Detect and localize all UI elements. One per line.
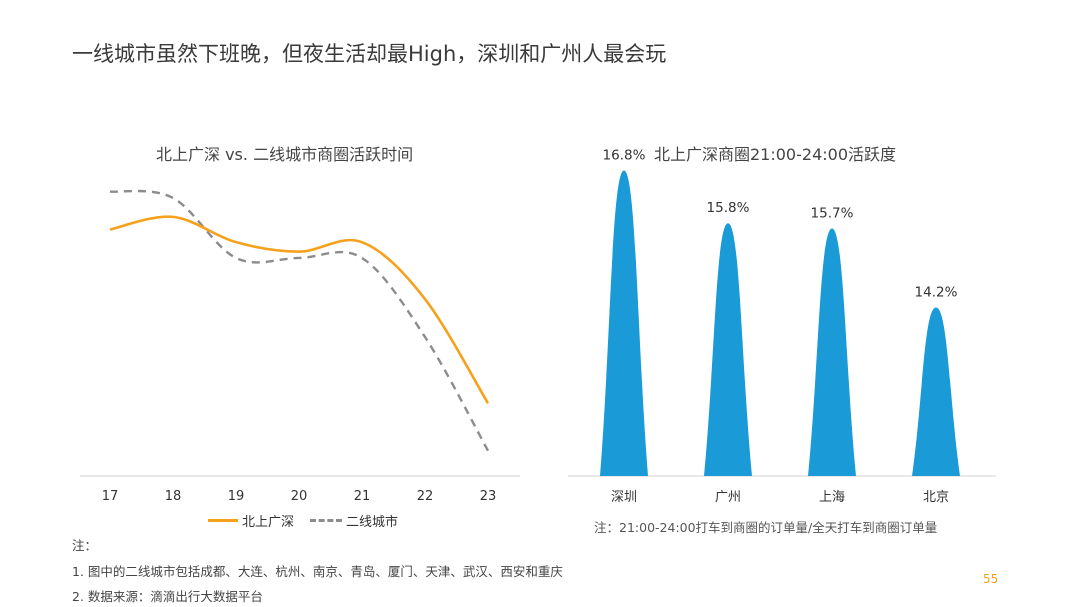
- x-tick-label: 23: [480, 489, 497, 504]
- x-tick-label: 21: [354, 489, 371, 504]
- peak-bar: [912, 307, 960, 476]
- series-line-tier1: [109, 215, 490, 404]
- note-item: 2. 数据来源：滴滴出行大数据平台: [72, 589, 263, 604]
- page-title: 一线城市虽然下班晚，但夜生活却最High，深圳和广州人最会玩: [72, 42, 667, 66]
- peak-value-label: 16.8%: [603, 148, 646, 164]
- x-tick-label: 22: [417, 489, 434, 504]
- peak-chart: 16.8% 深圳 15.8% 广州 15.7% 上海 14.2% 北京: [568, 148, 996, 505]
- x-tick-label: 20: [291, 489, 308, 504]
- line-chart-title: 北上广深 vs. 二线城市商圈活跃时间: [156, 145, 414, 164]
- category-label: 深圳: [611, 490, 637, 505]
- peak-chart-note: 注：21:00-24:00打车到商圈的订单量/全天打车到商圈订单量: [594, 520, 938, 535]
- legend-label-tier1: 北上广深: [242, 515, 295, 530]
- line-chart-legend: 北上广深 二线城市: [208, 511, 398, 530]
- peak-chart-title: 北上广深商圈21:00-24:00活跃度: [654, 145, 896, 164]
- note-item: 1. 图中的二线城市包括成都、大连、杭州、南京、青岛、厦门、天津、武汉、西安和重…: [72, 564, 563, 579]
- peak-bar: [808, 228, 856, 476]
- legend-swatch-tier1: [208, 519, 238, 522]
- x-tick-label: 18: [165, 489, 182, 504]
- legend-label-tier2: 二线城市: [346, 515, 399, 530]
- peak-value-label: 15.8%: [707, 200, 750, 216]
- category-label: 广州: [715, 490, 741, 505]
- page-number: 55: [983, 572, 999, 586]
- category-label: 上海: [819, 490, 845, 505]
- peak-value-label: 15.7%: [811, 205, 854, 221]
- x-tick-label: 17: [102, 489, 119, 504]
- category-label: 北京: [923, 490, 949, 505]
- x-tick-label: 19: [228, 489, 245, 504]
- line-chart: 17 18 19 20 21 22 23: [80, 189, 520, 504]
- series-line-tier2: [109, 189, 490, 452]
- peak-bar: [600, 170, 648, 477]
- legend-swatch-tier2: [310, 519, 343, 522]
- peak-bar: [704, 223, 752, 476]
- notes-heading: 注：: [72, 538, 98, 553]
- peak-value-label: 14.2%: [915, 284, 958, 300]
